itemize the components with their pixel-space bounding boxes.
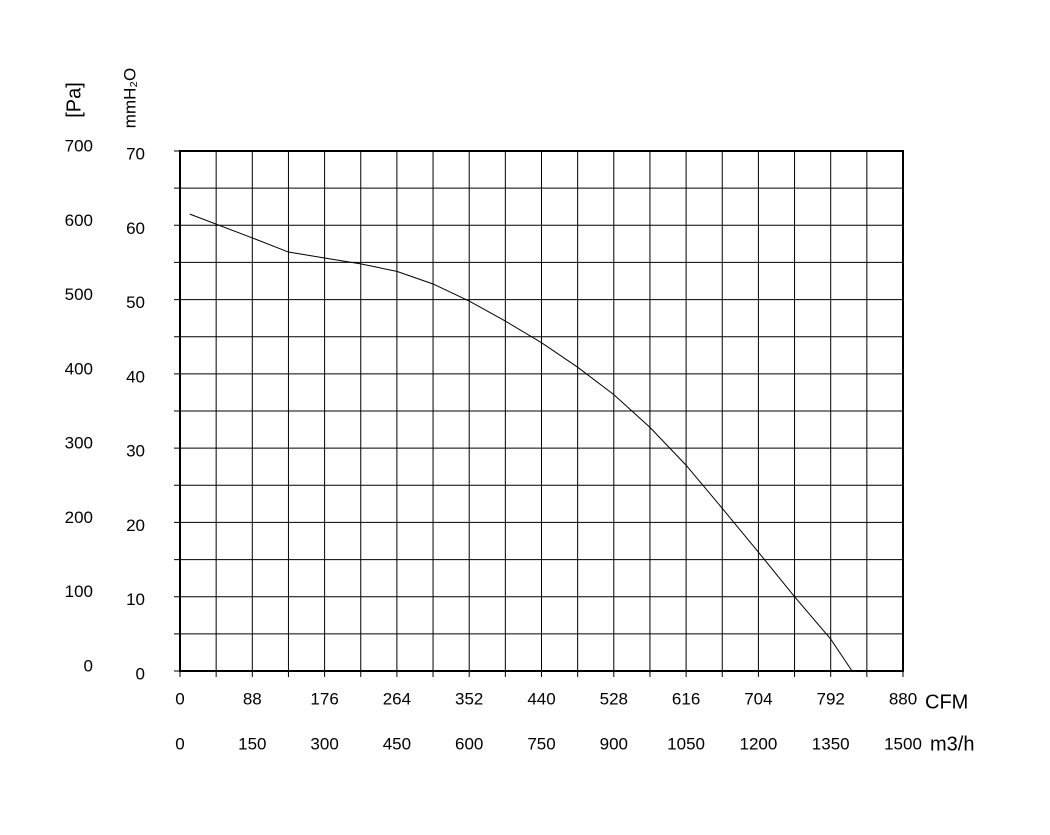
x-tick-label: 528	[600, 689, 628, 708]
y-tick-label: 0	[84, 656, 93, 675]
y-tick-label: 700	[65, 136, 93, 155]
y2-tick-label: 20	[126, 516, 145, 535]
x2-tick-label: 600	[455, 734, 483, 753]
x-tick-label: 792	[817, 689, 845, 708]
x2-tick-label: 0	[175, 734, 184, 753]
y2-tick-label: 60	[126, 219, 145, 238]
y2-tick-label: 40	[126, 367, 145, 386]
x2-tick-label: 450	[383, 734, 411, 753]
y-tick-label: 500	[65, 285, 93, 304]
x-axis-label: CFM	[925, 691, 968, 713]
x2-tick-label: 150	[238, 734, 266, 753]
x-tick-label: 176	[310, 689, 338, 708]
x-tick-label: 0	[175, 689, 184, 708]
y-tick-label: 200	[65, 508, 93, 527]
x2-tick-label: 900	[600, 734, 628, 753]
y-tick-label: 100	[65, 582, 93, 601]
x-tick-label: 616	[672, 689, 700, 708]
x2-axis-label: m3/h	[930, 733, 974, 755]
y-tick-label: 400	[65, 359, 93, 378]
x2-tick-label: 1350	[812, 734, 850, 753]
x-tick-label: 880	[889, 689, 917, 708]
curve	[189, 213, 853, 672]
x-tick-label: 264	[383, 689, 411, 708]
y2-tick-label: 0	[136, 664, 145, 683]
x-tick-label: 440	[527, 689, 555, 708]
y2-tick-label: 10	[126, 590, 145, 609]
x2-tick-label: 1200	[739, 734, 777, 753]
x2-tick-label: 1500	[884, 734, 922, 753]
y-tick-label: 600	[65, 211, 93, 230]
y-tick-label: 300	[65, 434, 93, 453]
x2-tick-label: 750	[527, 734, 555, 753]
x-tick-label: 88	[243, 689, 262, 708]
y2-tick-label: 50	[126, 293, 145, 312]
x2-tick-label: 300	[310, 734, 338, 753]
x-tick-label: 704	[744, 689, 772, 708]
y2-axis-label: mmH₂O	[120, 68, 139, 128]
y-axis-label: [Pa]	[63, 82, 85, 118]
y2-tick-label: 70	[126, 144, 145, 163]
plot-frame	[179, 150, 904, 672]
y2-tick-label: 30	[126, 442, 145, 461]
x-tick-label: 352	[455, 689, 483, 708]
x2-tick-label: 1050	[667, 734, 705, 753]
